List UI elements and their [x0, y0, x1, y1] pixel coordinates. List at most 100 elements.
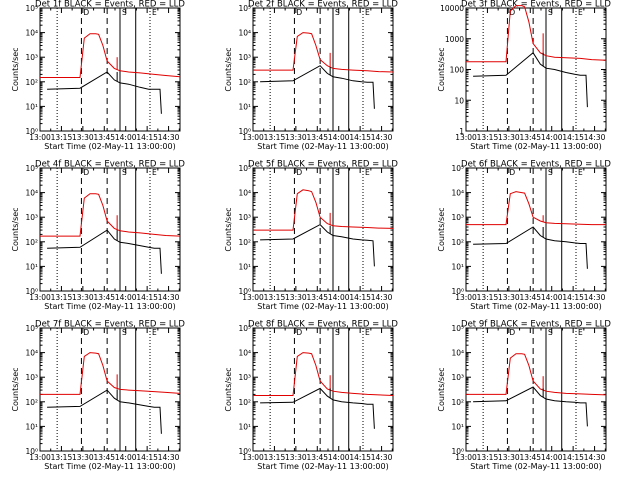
y-tick-label: 10⁵ — [238, 324, 251, 333]
x-axis-label: Start Time (02-May-11 13:00:00) — [257, 302, 388, 311]
x-tick-label: 13:15 — [264, 133, 286, 142]
y-tick-label: 10⁵ — [451, 164, 464, 173]
chart-title: Det 7f BLACK = Events, RED = LLD — [35, 320, 185, 330]
y-tick-label: 10⁰ — [25, 287, 38, 296]
marker-label-d: D — [509, 8, 515, 17]
y-tick-label: 10³ — [25, 53, 38, 62]
series-line-lld — [466, 353, 607, 396]
x-tick-label: 13:30 — [285, 133, 307, 142]
y-tick-label: 10² — [238, 398, 251, 407]
y-tick-label: 10² — [451, 238, 464, 247]
x-tick-label: 14:15 — [136, 293, 158, 302]
marker-label-e: E — [152, 8, 157, 17]
series-line-lld — [253, 189, 394, 231]
x-tick-label: 13:30 — [72, 133, 94, 142]
plot-frame — [465, 327, 607, 452]
y-tick-label: 10⁴ — [238, 29, 251, 38]
y-tick-label: 10⁵ — [238, 4, 251, 13]
series-line-events — [473, 226, 588, 269]
y-tick-label: 10⁴ — [25, 29, 38, 38]
marker-label-d: D — [83, 8, 89, 17]
series-line-lld — [253, 352, 394, 396]
x-tick-label: 13:30 — [72, 453, 94, 462]
y-tick-label: 10³ — [25, 213, 38, 222]
marker-label-s: S — [548, 8, 553, 17]
y-tick-label: 10⁰ — [451, 287, 464, 296]
x-tick-label: 14:30 — [584, 453, 606, 462]
x-axis-label: Start Time (02-May-11 13:00:00) — [470, 142, 601, 151]
x-tick-label: 13:00 — [455, 453, 477, 462]
marker-label-e: E — [365, 328, 370, 337]
y-tick-label: 10³ — [238, 373, 251, 382]
y-tick-label: 10² — [25, 78, 38, 87]
x-tick-label: 13:15 — [51, 293, 73, 302]
marker-label-s: S — [335, 8, 340, 17]
x-tick-label: 14:15 — [562, 453, 584, 462]
x-tick-label: 13:45 — [306, 453, 328, 462]
plot-frame — [252, 7, 394, 132]
y-axis-label: Counts/sec — [437, 47, 446, 91]
x-axis-label: Start Time (02-May-11 13:00:00) — [257, 142, 388, 151]
plot-frame — [465, 7, 607, 132]
marker-label-d: D — [296, 8, 302, 17]
marker-label-d: D — [509, 168, 515, 177]
x-tick-label: 13:15 — [51, 453, 73, 462]
y-axis-label: Counts/sec — [437, 207, 446, 251]
marker-label-s: S — [335, 328, 340, 337]
x-tick-label: 13:45 — [306, 133, 328, 142]
series-line-lld — [253, 32, 394, 73]
x-tick-label: 13:00 — [29, 293, 51, 302]
x-axis-label: Start Time (02-May-11 13:00:00) — [470, 302, 601, 311]
x-tick-label: 14:00 — [328, 133, 350, 142]
x-tick-label: 13:45 — [306, 293, 328, 302]
x-tick-label: 14:15 — [349, 133, 371, 142]
plot-frame — [39, 7, 181, 132]
chart-title: Det 5f BLACK = Events, RED = LLD — [248, 160, 398, 170]
chart-title: Det 2f BLACK = Events, RED = LLD — [248, 0, 398, 10]
marker-label-d: D — [296, 168, 302, 177]
x-tick-label: 14:30 — [158, 293, 180, 302]
x-tick-label: 14:00 — [115, 293, 137, 302]
series-line-events — [47, 389, 162, 434]
y-axis-label: Counts/sec — [11, 367, 20, 411]
x-tick-label: 13:15 — [477, 293, 499, 302]
x-tick-label: 13:30 — [285, 453, 307, 462]
x-tick-label: 13:45 — [93, 293, 115, 302]
x-tick-label: 14:00 — [115, 133, 137, 142]
y-tick-label: 10⁴ — [451, 349, 464, 358]
x-tick-label: 13:45 — [93, 133, 115, 142]
y-tick-label: 10³ — [238, 53, 251, 62]
y-tick-label: 10⁴ — [238, 349, 251, 358]
chart-title: Det 3f BLACK = Events, RED = LLD — [461, 0, 611, 10]
y-tick-label: 10² — [25, 398, 38, 407]
y-axis-label: Counts/sec — [11, 47, 20, 91]
x-tick-label: 14:30 — [371, 133, 393, 142]
x-tick-label: 13:30 — [498, 453, 520, 462]
y-tick-label: 100 — [450, 66, 465, 75]
y-tick-label: 10⁴ — [238, 189, 251, 198]
y-tick-label: 10² — [238, 238, 251, 247]
marker-label-d: D — [83, 168, 89, 177]
marker-label-d: D — [509, 328, 515, 337]
y-tick-label: 10¹ — [25, 422, 38, 431]
x-tick-label: 13:30 — [285, 293, 307, 302]
x-tick-label: 13:00 — [242, 133, 264, 142]
x-tick-label: 14:15 — [562, 293, 584, 302]
series-line-events — [260, 65, 375, 109]
chart-title: Det 4f BLACK = Events, RED = LLD — [35, 160, 185, 170]
marker-label-e: E — [152, 168, 157, 177]
x-tick-label: 14:00 — [541, 133, 563, 142]
x-tick-label: 13:30 — [498, 133, 520, 142]
y-tick-label: 10⁰ — [451, 447, 464, 456]
y-tick-label: 10³ — [451, 373, 464, 382]
chart-title: Det 9f BLACK = Events, RED = LLD — [461, 320, 611, 330]
x-tick-label: 14:15 — [562, 133, 584, 142]
y-tick-label: 10¹ — [451, 422, 464, 431]
y-tick-label: 10³ — [238, 213, 251, 222]
y-tick-label: 10¹ — [238, 102, 251, 111]
y-tick-label: 10⁰ — [238, 127, 251, 136]
